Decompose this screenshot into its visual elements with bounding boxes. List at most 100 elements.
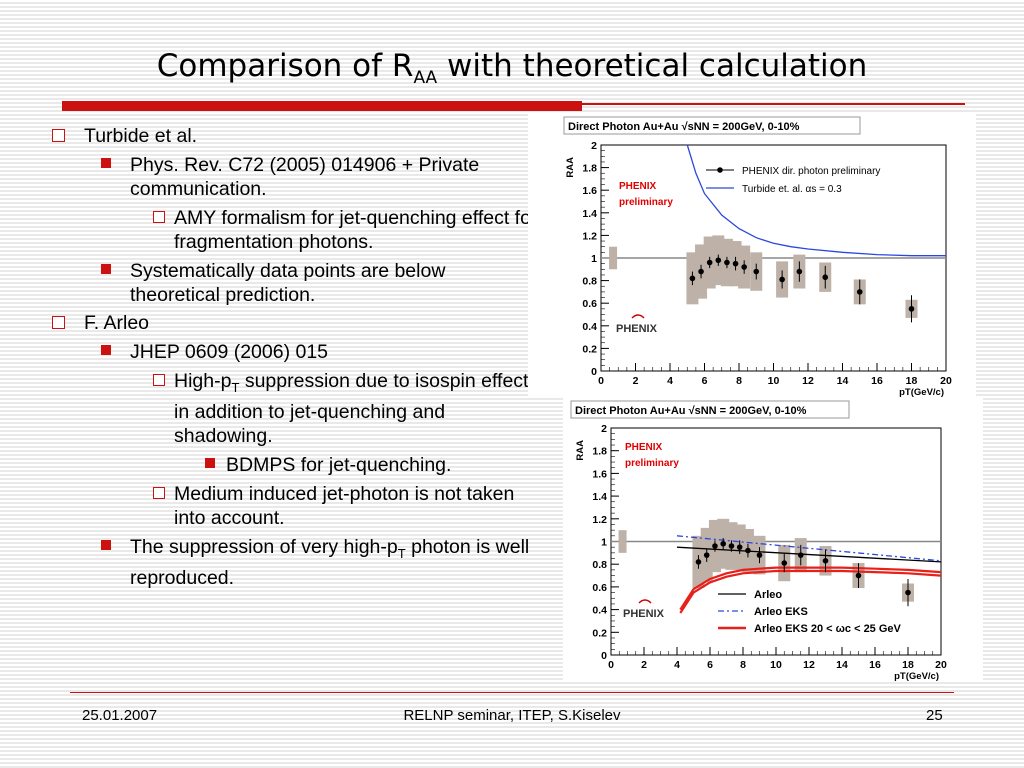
x-tick-label: 0 [598,375,604,387]
title-main: Comparison of R [156,48,414,84]
title-rest: with theoretical calculation [437,48,868,84]
normalization-box [618,530,627,553]
x-axis-label: pT(GeV/c) [899,387,944,398]
data-point [753,268,760,275]
data-point [796,268,803,275]
title-subscript: AA [413,68,438,89]
bullet-turbide: Turbide et al. [48,124,538,148]
x-axis-label: pT(GeV/c) [894,671,939,682]
bullet-medium-induced: Medium induced jet-photon is not taken i… [48,482,538,530]
bullet-text: JHEP 0609 (2006) 015 [130,341,329,363]
x-tick-label: 10 [770,659,782,671]
footer-center: RELNP seminar, ITEP, S.Kiselev [403,707,621,724]
data-point [781,560,788,566]
phenix-annotation: PHENIX [625,442,663,453]
bullet-high-pt: High-pT suppression due to isospin effec… [48,369,538,448]
hollow-square-bullet-icon [52,316,65,329]
series-line [676,546,942,563]
footer-page-number: 25 [926,707,943,724]
bullet-amy: AMY formalism for jet-quenching effect f… [48,206,538,254]
data-point [703,552,710,558]
chart-svg: Direct Photon Au+Au √sNN = 200GeV, 0-10%… [570,400,947,682]
bullet-text: suppression due to isospin effect, in ad… [174,370,534,447]
hollow-square-bullet-icon [52,129,65,142]
bullet-phys-rev: Phys. Rev. C72 (2005) 014906 + Private c… [48,153,538,201]
bullet-text: F. Arleo [84,312,150,334]
series-line [676,535,942,562]
y-axis-label: RAA [565,157,576,178]
chart-title: Direct Photon Au+Au √sNN = 200GeV, 0-10% [575,405,807,417]
legend-label: Arleo EKS 20 < ωc < 25 GeV [754,623,902,635]
y-tick-label: 1.4 [592,491,607,503]
x-tick-label: 10 [768,375,780,387]
y-tick-label: 1.2 [592,514,607,526]
x-tick-label: 8 [740,659,746,671]
preliminary-annotation: preliminary [625,458,679,469]
y-tick-label: 0.8 [592,559,607,571]
normalization-box [609,246,618,270]
phenix-logo-swoosh [631,314,645,319]
x-tick-label: 6 [707,659,713,671]
data-point [732,260,739,267]
filled-square-bullet-icon [101,539,111,550]
chart-arleo: Direct Photon Au+Au √sNN = 200GeV, 0-10%… [563,398,983,682]
data-point [712,543,718,549]
x-tick-label: 2 [633,375,639,387]
footer-date: 25.01.2007 [82,707,158,724]
bullet-arleo: F. Arleo [48,311,538,335]
y-tick-label: 1.8 [592,446,607,458]
data-point [706,259,713,266]
phenix-logo: PHENIX [623,608,665,620]
title-accent-bar [62,101,582,111]
phenix-annotation: PHENIX [619,181,657,192]
data-point [822,557,829,564]
x-tick-label: 2 [641,659,647,671]
data-point [855,572,862,579]
bullet-jhep: JHEP 0609 (2006) 015 [48,340,538,364]
bullet-text: photon is well reproduced. [130,535,530,589]
subscript: T [397,545,406,561]
bullet-text: High-p [174,370,232,392]
chart-svg: Direct Photon Au+Au √sNN = 200GeV, 0-10%… [563,116,952,398]
phenix-logo: PHENIX [616,323,658,335]
y-tick-label: 0.6 [582,298,597,310]
data-point [856,289,863,295]
x-tick-label: 4 [674,659,680,671]
bullet-suppression: The suppression of very high-pT photon i… [48,535,538,590]
filled-square-bullet-icon [101,158,111,168]
bullet-text: Systematically data points are below the… [130,260,446,306]
data-point [797,552,804,558]
chart-title-box [563,116,861,135]
data-point [724,259,730,266]
data-point [736,544,743,550]
bullet-text: Phys. Rev. C72 (2005) 014906 + Private c… [130,154,480,200]
phenix-logo-swoosh [638,599,652,604]
hollow-square-bullet-icon [153,211,165,223]
y-tick-label: 1.2 [582,230,597,242]
filled-square-bullet-icon [101,345,111,355]
bullet-list: Turbide et al. Phys. Rev. C72 (2005) 014… [48,120,538,590]
series-line [686,144,946,257]
legend-marker-dot [717,167,723,173]
data-point [905,589,911,596]
filled-square-bullet-icon [205,457,215,468]
data-point [756,552,763,558]
hollow-square-bullet-icon [153,486,165,499]
x-tick-label: 20 [935,659,947,671]
bullet-bdmps: BDMPS for jet-quenching. [48,453,538,477]
filled-square-bullet-icon [101,264,111,274]
x-tick-label: 14 [837,375,849,387]
footer-divider [70,692,954,693]
data-point [695,559,702,565]
y-tick-label: 1.4 [582,208,597,220]
x-tick-label: 8 [736,375,742,387]
x-tick-label: 14 [836,659,848,671]
data-point [698,268,704,275]
x-tick-label: 18 [902,659,914,671]
y-tick-label: 0 [601,650,607,662]
x-tick-label: 12 [802,375,814,387]
y-tick-label: 1.8 [582,163,597,175]
chart-title: Direct Photon Au+Au √sNN = 200GeV, 0-10% [568,121,800,133]
y-axis-label: RAA [575,440,586,461]
y-tick-label: 0.2 [592,627,607,639]
